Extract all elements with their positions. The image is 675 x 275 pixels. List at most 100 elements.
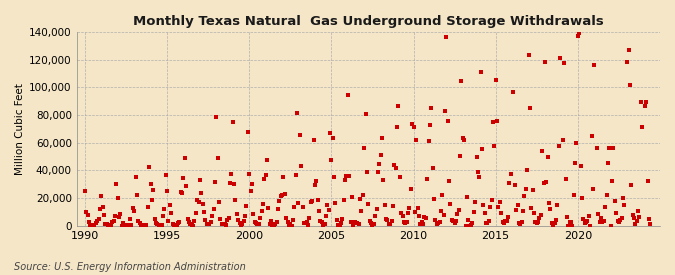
- Point: [317, 220, 327, 224]
- Point: [142, 205, 153, 210]
- Point: [348, 223, 358, 227]
- Point: [471, 155, 482, 159]
- Point: [233, 218, 244, 222]
- Point: [215, 216, 226, 221]
- Point: [240, 214, 250, 218]
- Point: [439, 109, 450, 113]
- Point: [200, 218, 211, 222]
- Point: [510, 182, 520, 187]
- Point: [530, 219, 541, 224]
- Point: [474, 175, 485, 180]
- Point: [537, 149, 547, 153]
- Point: [628, 216, 639, 221]
- Point: [375, 153, 386, 157]
- Point: [623, 48, 634, 52]
- Point: [112, 196, 123, 200]
- Point: [385, 221, 396, 226]
- Point: [512, 203, 523, 207]
- Point: [122, 222, 133, 227]
- Point: [562, 215, 572, 219]
- Point: [238, 219, 249, 223]
- Point: [575, 164, 586, 168]
- Point: [117, 224, 128, 228]
- Point: [545, 206, 556, 211]
- Point: [600, 205, 611, 210]
- Point: [338, 197, 349, 202]
- Point: [345, 220, 356, 225]
- Point: [138, 223, 149, 227]
- Point: [248, 212, 259, 217]
- Point: [193, 200, 204, 204]
- Point: [414, 214, 425, 218]
- Point: [270, 222, 281, 226]
- Point: [601, 193, 612, 197]
- Point: [360, 111, 371, 116]
- Point: [504, 181, 515, 185]
- Point: [566, 220, 576, 224]
- Point: [477, 146, 487, 151]
- Point: [319, 222, 330, 226]
- Point: [167, 221, 178, 226]
- Point: [180, 156, 190, 161]
- Point: [298, 221, 309, 225]
- Point: [209, 180, 220, 185]
- Point: [627, 213, 638, 217]
- Point: [467, 221, 478, 225]
- Point: [277, 192, 288, 197]
- Point: [205, 219, 216, 224]
- Point: [104, 223, 115, 227]
- Point: [390, 166, 401, 170]
- Point: [605, 224, 616, 228]
- Point: [130, 175, 141, 179]
- Point: [452, 212, 463, 216]
- Point: [107, 220, 117, 224]
- Point: [80, 188, 90, 193]
- Point: [393, 104, 404, 108]
- Point: [140, 223, 151, 227]
- Point: [352, 221, 362, 226]
- Point: [564, 220, 575, 224]
- Point: [252, 222, 263, 226]
- Point: [101, 222, 112, 226]
- Point: [300, 221, 310, 225]
- Point: [472, 170, 483, 175]
- Point: [445, 201, 456, 206]
- Point: [241, 204, 252, 208]
- Point: [222, 218, 233, 222]
- Point: [223, 215, 234, 220]
- Point: [396, 210, 406, 215]
- Point: [369, 222, 379, 226]
- Point: [434, 220, 445, 224]
- Point: [387, 204, 398, 208]
- Point: [111, 182, 122, 186]
- Point: [403, 210, 414, 215]
- Point: [218, 221, 229, 226]
- Point: [288, 218, 298, 222]
- Point: [323, 208, 334, 213]
- Point: [242, 130, 253, 134]
- Point: [256, 209, 267, 213]
- Point: [516, 220, 527, 224]
- Point: [619, 203, 630, 207]
- Point: [518, 209, 529, 214]
- Point: [580, 220, 591, 224]
- Point: [597, 220, 608, 224]
- Point: [271, 220, 282, 224]
- Point: [166, 211, 177, 216]
- Point: [595, 220, 605, 224]
- Point: [141, 222, 152, 227]
- Point: [607, 179, 618, 184]
- Point: [591, 145, 602, 150]
- Point: [589, 63, 599, 68]
- Point: [549, 221, 560, 226]
- Point: [321, 214, 331, 218]
- Point: [257, 202, 268, 206]
- Point: [482, 221, 493, 226]
- Point: [327, 135, 338, 140]
- Point: [631, 219, 642, 223]
- Point: [541, 180, 551, 184]
- Point: [134, 221, 145, 225]
- Point: [404, 206, 415, 210]
- Point: [586, 133, 597, 138]
- Point: [624, 83, 635, 87]
